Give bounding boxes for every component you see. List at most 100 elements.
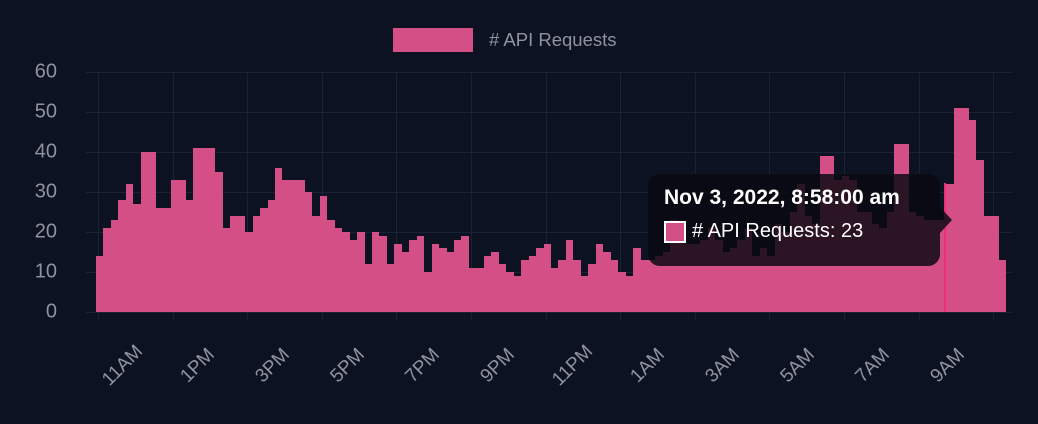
bar[interactable]	[245, 232, 253, 312]
bar[interactable]	[446, 252, 455, 312]
bar[interactable]	[737, 240, 745, 312]
bar[interactable]	[640, 260, 648, 312]
bar[interactable]	[991, 216, 999, 312]
bar[interactable]	[603, 252, 611, 312]
bar[interactable]	[550, 268, 559, 312]
bar[interactable]	[476, 268, 484, 312]
bar[interactable]	[976, 160, 984, 312]
bar[interactable]	[289, 180, 298, 312]
bar[interactable]	[185, 200, 193, 312]
bar[interactable]	[573, 260, 581, 312]
bar[interactable]	[327, 220, 335, 312]
bar[interactable]	[230, 216, 238, 312]
bar[interactable]	[192, 148, 201, 312]
bar[interactable]	[580, 276, 589, 312]
bar[interactable]	[946, 184, 954, 312]
bar[interactable]	[252, 216, 261, 312]
bar[interactable]	[968, 120, 977, 312]
bar[interactable]	[625, 276, 634, 312]
bar[interactable]	[371, 232, 380, 312]
bar[interactable]	[394, 244, 402, 312]
bar[interactable]	[200, 148, 208, 312]
bar[interactable]	[715, 240, 723, 312]
bar[interactable]	[424, 272, 432, 312]
bar[interactable]	[595, 244, 604, 312]
bar[interactable]	[454, 240, 462, 312]
bar[interactable]	[468, 268, 477, 312]
bar[interactable]	[416, 236, 425, 312]
bar[interactable]	[334, 228, 343, 312]
bar[interactable]	[282, 180, 290, 312]
bar[interactable]	[513, 276, 522, 312]
bar[interactable]	[133, 204, 141, 312]
bar[interactable]	[961, 108, 969, 312]
bar[interactable]	[401, 252, 410, 312]
bar[interactable]	[148, 152, 156, 312]
bar[interactable]	[983, 216, 992, 312]
bar[interactable]	[431, 244, 440, 312]
bar[interactable]	[237, 216, 246, 312]
bar[interactable]	[357, 232, 365, 312]
bar[interactable]	[312, 216, 320, 312]
bar[interactable]	[662, 252, 671, 312]
bar[interactable]	[782, 232, 790, 312]
bar[interactable]	[536, 248, 544, 312]
bar[interactable]	[140, 152, 149, 312]
bar[interactable]	[618, 272, 626, 312]
bar[interactable]	[319, 196, 328, 312]
bar[interactable]	[700, 240, 708, 312]
bar[interactable]	[409, 240, 417, 312]
bar[interactable]	[342, 232, 350, 312]
bar[interactable]	[938, 220, 947, 312]
bar[interactable]	[110, 220, 119, 312]
bar[interactable]	[558, 260, 566, 312]
bar[interactable]	[722, 252, 730, 312]
bar[interactable]	[275, 168, 283, 312]
bar[interactable]	[260, 208, 268, 312]
bar[interactable]	[125, 184, 134, 312]
bar[interactable]	[879, 228, 887, 312]
bar[interactable]	[759, 248, 768, 312]
bar[interactable]	[774, 224, 783, 312]
bar[interactable]	[349, 240, 358, 312]
bar[interactable]	[297, 180, 305, 312]
bar[interactable]	[871, 224, 880, 312]
bar[interactable]	[461, 236, 469, 312]
bar[interactable]	[998, 260, 1006, 312]
bar[interactable]	[215, 172, 223, 312]
bar[interactable]	[812, 224, 820, 312]
bar[interactable]	[304, 192, 313, 312]
legend[interactable]: # API Requests	[393, 28, 617, 52]
bar[interactable]	[692, 244, 701, 312]
bar[interactable]	[953, 108, 962, 312]
bar[interactable]	[655, 256, 663, 312]
bar[interactable]	[364, 264, 372, 312]
bar[interactable]	[170, 180, 179, 312]
bar[interactable]	[752, 256, 760, 312]
bar[interactable]	[767, 256, 775, 312]
bar[interactable]	[931, 220, 939, 312]
bar[interactable]	[439, 248, 447, 312]
bar[interactable]	[685, 244, 693, 312]
bar[interactable]	[178, 180, 186, 312]
bar[interactable]	[103, 228, 111, 312]
bar[interactable]	[744, 228, 753, 312]
bar[interactable]	[118, 200, 126, 312]
bar[interactable]	[521, 260, 529, 312]
bar[interactable]	[543, 244, 551, 312]
bar[interactable]	[670, 220, 678, 312]
bar[interactable]	[96, 256, 104, 312]
bar[interactable]	[267, 200, 275, 312]
bar[interactable]	[207, 148, 216, 312]
bar[interactable]	[222, 228, 231, 312]
bar[interactable]	[633, 248, 641, 312]
bar[interactable]	[491, 252, 499, 312]
bar[interactable]	[386, 264, 395, 312]
bar[interactable]	[565, 240, 574, 312]
bar[interactable]	[498, 264, 507, 312]
bar[interactable]	[730, 248, 738, 312]
bar[interactable]	[528, 256, 537, 312]
bar[interactable]	[707, 228, 716, 312]
bar[interactable]	[647, 260, 656, 312]
bar[interactable]	[163, 208, 171, 312]
